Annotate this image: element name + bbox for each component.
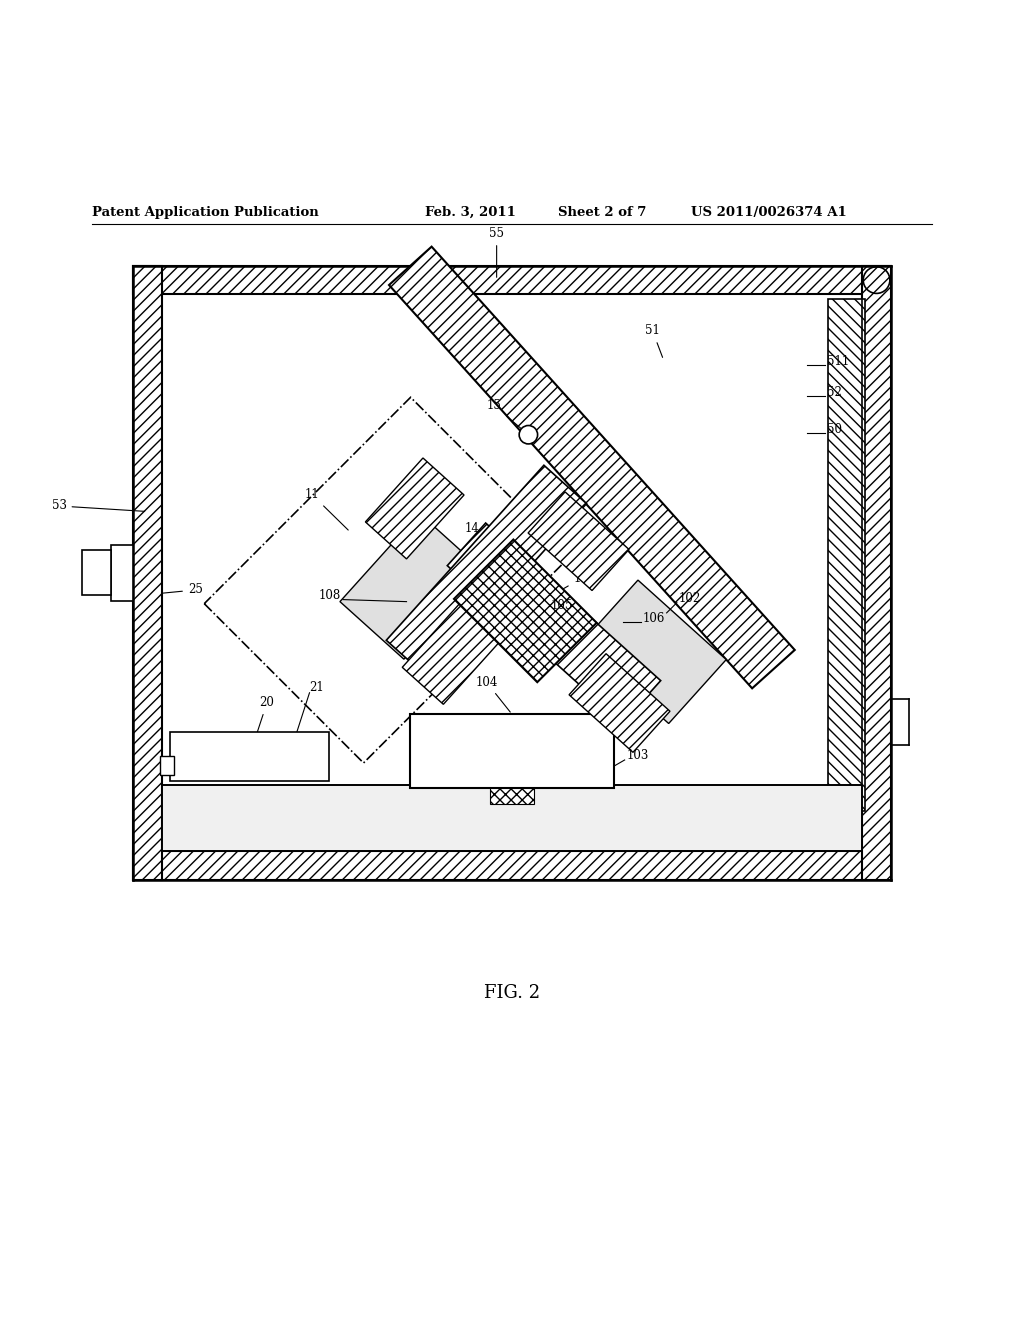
Bar: [133, 851, 891, 880]
Bar: [581, 579, 726, 723]
Bar: [170, 731, 329, 781]
Text: US 2011/0026374 A1: US 2011/0026374 A1: [691, 206, 847, 219]
Text: 105: 105: [551, 599, 573, 611]
Text: 102: 102: [679, 591, 701, 605]
Text: 104: 104: [475, 676, 510, 711]
Text: 20: 20: [250, 696, 274, 754]
Text: 52: 52: [827, 385, 843, 399]
Bar: [454, 540, 597, 682]
Bar: [204, 397, 570, 763]
Text: 103: 103: [627, 748, 649, 762]
Bar: [569, 653, 670, 752]
Bar: [82, 550, 111, 595]
Bar: [133, 265, 891, 294]
Text: 12: 12: [408, 652, 450, 669]
Text: Feb. 3, 2011: Feb. 3, 2011: [425, 206, 516, 219]
Bar: [862, 265, 891, 880]
Text: 25: 25: [163, 583, 203, 597]
Text: Patent Application Publication: Patent Application Publication: [92, 206, 318, 219]
Text: 15: 15: [486, 399, 526, 433]
Bar: [410, 714, 614, 788]
Text: 21: 21: [309, 681, 325, 694]
Text: 13: 13: [485, 560, 515, 579]
Text: 50: 50: [827, 422, 843, 436]
Bar: [490, 788, 534, 804]
Bar: [160, 756, 174, 775]
Bar: [528, 492, 629, 590]
Bar: [340, 513, 483, 659]
Bar: [827, 298, 865, 810]
Text: 106: 106: [643, 612, 666, 626]
Text: 51: 51: [645, 325, 663, 358]
Text: 10: 10: [553, 572, 589, 594]
Bar: [447, 523, 660, 723]
Bar: [402, 603, 501, 705]
Bar: [389, 247, 795, 688]
Circle shape: [519, 425, 538, 444]
Text: 11: 11: [305, 488, 348, 531]
Text: Sheet 2 of 7: Sheet 2 of 7: [558, 206, 646, 219]
Bar: [133, 265, 162, 880]
Text: 53: 53: [51, 499, 144, 512]
Text: 55: 55: [489, 227, 504, 277]
Bar: [111, 545, 133, 601]
Bar: [366, 458, 464, 558]
Text: 108: 108: [318, 589, 341, 602]
Text: 14: 14: [464, 521, 501, 550]
Bar: [162, 785, 862, 851]
Text: 511: 511: [827, 355, 850, 368]
Text: FIG. 2: FIG. 2: [484, 983, 540, 1002]
Bar: [386, 465, 587, 678]
